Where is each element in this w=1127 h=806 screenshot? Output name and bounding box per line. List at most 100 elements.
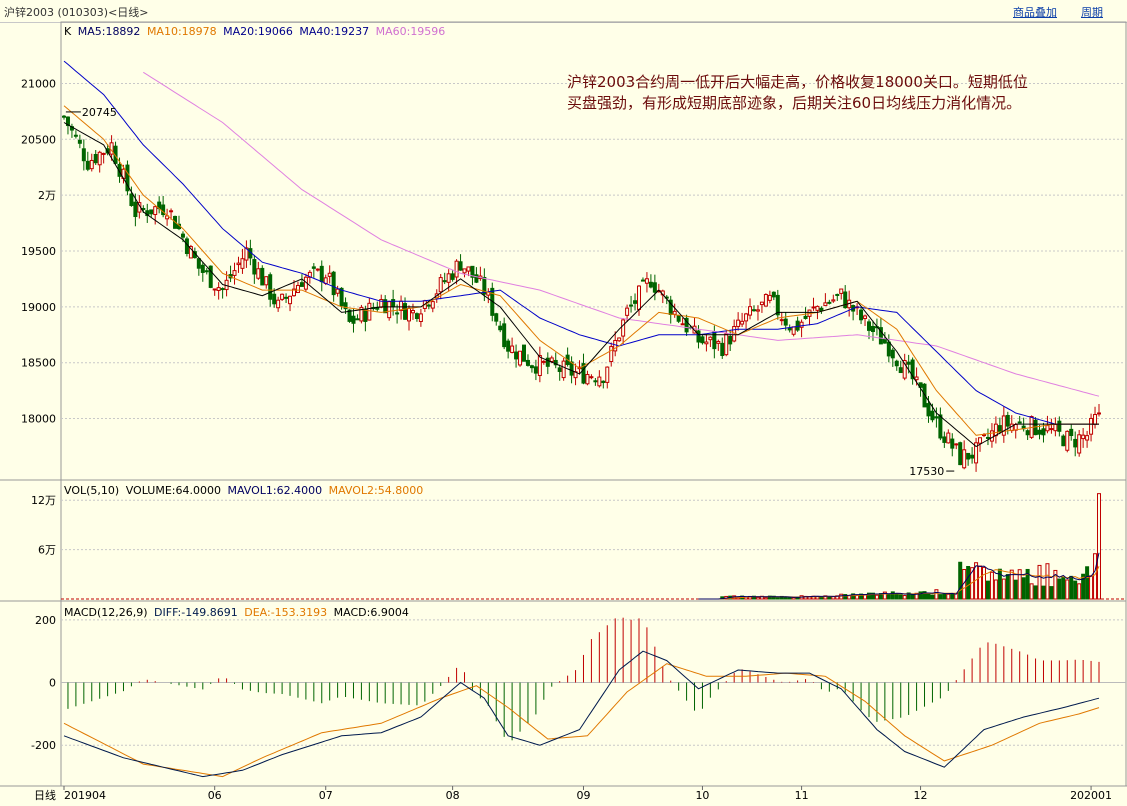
candle-body [89, 159, 94, 170]
candle-body [561, 360, 566, 379]
candle-body [244, 247, 249, 261]
candle-body [985, 436, 990, 439]
candle-body [815, 305, 820, 311]
volume-bar [1013, 579, 1018, 600]
candle-body [728, 336, 733, 345]
candle-body [498, 325, 503, 331]
candle-body [1049, 428, 1054, 431]
period-label: 日线 [34, 789, 56, 802]
candle-body [609, 346, 614, 363]
candle-body [295, 284, 300, 294]
candle-body [216, 287, 221, 291]
legend-entry: MA10:18978 [146, 25, 221, 38]
volume-bar [1073, 580, 1078, 600]
volume-bar [930, 594, 935, 600]
candle-body [629, 304, 634, 307]
candle-body [831, 299, 836, 302]
volume-bar [890, 591, 895, 600]
candle-body [902, 360, 907, 379]
candle-body [870, 325, 875, 333]
candle-body [438, 277, 443, 293]
volume-bar [870, 592, 875, 600]
candle-body [450, 273, 455, 280]
candle-body [966, 452, 971, 460]
candle-body [466, 266, 471, 272]
overlay-link[interactable]: 商品叠加 [1013, 6, 1057, 19]
volume-bar [918, 591, 923, 600]
candle-body [704, 341, 709, 345]
candle-body [783, 318, 788, 326]
candle-body [426, 304, 431, 307]
candle-body [771, 291, 776, 298]
candle-body [113, 145, 118, 164]
period-link[interactable]: 周期 [1081, 6, 1103, 19]
volume-bar [882, 591, 887, 600]
candle-body [77, 139, 82, 144]
high-marker-label: 20745 [82, 106, 117, 119]
volume-bar [1033, 585, 1038, 600]
candle-body [454, 260, 459, 278]
candle-body [795, 320, 800, 331]
grid-layer [0, 21, 1127, 790]
volume-tick-label: 12万 [31, 494, 56, 507]
candle-body [835, 293, 840, 296]
volume-bar [831, 596, 836, 600]
candle-body [276, 299, 281, 309]
candle-body [73, 134, 78, 137]
candle-body [581, 363, 586, 384]
candle-body [569, 361, 574, 376]
candle-body [839, 288, 844, 294]
candle-body [240, 258, 245, 269]
candle-body [779, 319, 784, 322]
legend-entry: MACD:6.9004 [333, 606, 409, 619]
candle-body [525, 359, 530, 366]
candle-body [890, 349, 895, 359]
candle-body [537, 355, 542, 377]
candle-body [775, 294, 780, 316]
volume-bar [946, 593, 951, 600]
volume-bar [1017, 569, 1022, 600]
candle-body [867, 321, 871, 331]
volume-bar [1097, 493, 1101, 600]
candle-body [906, 361, 911, 365]
price-tick-label: 19500 [21, 245, 56, 258]
price-tick-label: 2万 [38, 189, 56, 202]
candle-body [220, 288, 225, 291]
volume-bar [1021, 577, 1026, 600]
candle-body [934, 416, 939, 419]
candle-body [1001, 415, 1006, 436]
x-tick-label: 11 [795, 789, 809, 802]
volume-bar [1025, 568, 1030, 600]
candle-body [926, 403, 931, 417]
candle-body [1025, 430, 1030, 436]
candle-body [133, 201, 138, 218]
volume-bar [1081, 573, 1086, 600]
volume-bar [1069, 575, 1074, 600]
candle-body [763, 294, 768, 307]
volume-bar [1085, 566, 1090, 600]
candle-body [962, 449, 967, 469]
candle-body [541, 360, 546, 363]
candle-body [533, 366, 538, 374]
x-tick-label: 06 [208, 789, 222, 802]
candle-body [200, 264, 205, 273]
candle-body [462, 268, 467, 274]
candle-body [974, 442, 979, 464]
candle-body [1017, 421, 1022, 424]
candle-body [748, 306, 753, 316]
candle-body [482, 276, 487, 295]
candle-body [418, 313, 423, 322]
candle-body [712, 331, 717, 350]
volume-bar [755, 596, 760, 600]
candle-body [787, 327, 792, 331]
price-legend: K MA5:18892 MA10:18978 MA20:19066 MA40:1… [64, 25, 448, 38]
candle-body [327, 272, 332, 277]
macd-legend: MACD(12,26,9) DIFF:-149.8691 DEA:-153.31… [64, 606, 412, 619]
candle-body [942, 436, 947, 443]
volume-bar [1053, 569, 1058, 600]
legend-entry: MA20:19066 [223, 25, 297, 38]
candle-body [315, 268, 320, 271]
candle-body [212, 288, 217, 291]
candle-body [878, 327, 883, 345]
